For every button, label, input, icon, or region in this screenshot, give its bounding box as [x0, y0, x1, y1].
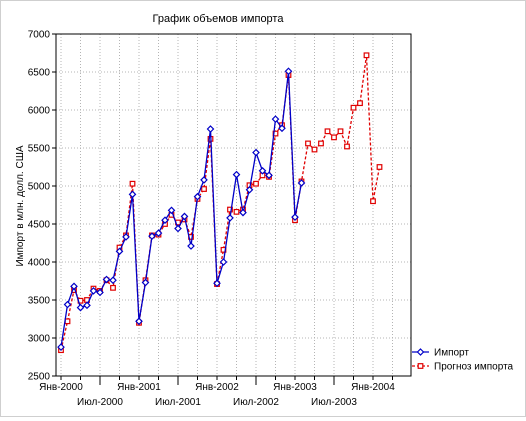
- data-point-forecast: [331, 134, 337, 141]
- legend-label: Прогноз импорта: [434, 362, 514, 373]
- y-tick-label: 6500: [28, 68, 51, 79]
- y-tick-label: 4500: [28, 220, 51, 231]
- legend-label: Импорт: [434, 348, 469, 359]
- y-tick-label: 2500: [28, 372, 51, 383]
- data-point-forecast: [370, 198, 376, 205]
- data-point-import: [297, 179, 306, 187]
- data-point-import: [258, 166, 267, 175]
- data-point-import: [141, 278, 150, 287]
- x-tick-label: Июл-2001: [155, 397, 201, 408]
- data-point-forecast: [64, 318, 71, 325]
- axes: 2500 3000 3500 4000 4500 5000 5500 6000 6500 7000…: [28, 30, 396, 409]
- data-point-forecast: [311, 146, 318, 153]
- data-point-forecast: [253, 180, 259, 187]
- y-tick-label: 5000: [28, 182, 51, 193]
- chart-title: График объемов импорта: [153, 13, 285, 25]
- y-axis-label: Импорт в млн. долл. США: [15, 145, 26, 266]
- data-point-import: [219, 258, 228, 266]
- data-point-import: [187, 242, 195, 250]
- data-point-import: [148, 232, 156, 241]
- data-point-forecast: [201, 186, 207, 192]
- data-point-forecast: [129, 180, 136, 187]
- data-point-import: [245, 185, 254, 194]
- data-point-forecast: [110, 284, 116, 291]
- data-point-import: [63, 300, 72, 309]
- x-tick-label: Июл-2003: [311, 397, 357, 408]
- x-tick-label: Янв-2001: [117, 382, 161, 393]
- data-point-forecast: [233, 208, 240, 215]
- data-point-import: [76, 303, 85, 312]
- data-point-import: [180, 212, 189, 221]
- data-point-import: [109, 276, 117, 285]
- data-point-import: [252, 148, 260, 157]
- x-tick-label: Янв-2002: [195, 382, 239, 393]
- x-tick-label: Янв-2000: [39, 382, 83, 393]
- data-point-import: [83, 301, 91, 310]
- data-point-import: [226, 214, 234, 222]
- data-point-forecast: [227, 206, 233, 213]
- grid-lines: [56, 34, 411, 376]
- series-layer: [57, 52, 383, 354]
- data-point-import: [102, 275, 111, 284]
- data-point-forecast: [344, 143, 350, 150]
- data-point-import: [284, 67, 293, 76]
- data-point-forecast: [324, 128, 331, 135]
- series-line-import: [60, 71, 303, 348]
- data-point-forecast: [376, 164, 383, 170]
- y-tick-label: 6000: [28, 106, 51, 117]
- legend: Импорт Прогноз импорта: [412, 348, 514, 373]
- data-point-import: [135, 317, 143, 326]
- x-tick-label: Июл-2000: [77, 397, 123, 408]
- data-point-forecast: [337, 128, 344, 135]
- data-point-import: [265, 171, 273, 180]
- data-point-forecast: [363, 52, 370, 59]
- x-tick-label: Янв-2003: [273, 382, 317, 393]
- data-point-import: [96, 288, 104, 297]
- data-point-import: [70, 282, 78, 291]
- data-point-import: [128, 190, 137, 199]
- data-point-import: [57, 343, 65, 351]
- legend-marker-square: [417, 363, 424, 369]
- data-point-import: [89, 287, 98, 295]
- data-point-import: [122, 233, 130, 241]
- plot-area: [55, 33, 412, 377]
- x-tick-label: Янв-2004: [351, 382, 395, 393]
- data-point-import: [193, 192, 202, 201]
- y-tick-label: 3500: [28, 296, 51, 307]
- data-point-import: [278, 124, 286, 133]
- data-point-import: [154, 229, 163, 237]
- y-tick-label: 3000: [28, 334, 51, 345]
- y-tick-label: 5500: [28, 144, 51, 155]
- data-point-import: [161, 216, 169, 225]
- data-point-import: [174, 224, 182, 233]
- legend-marker-diamond: [416, 348, 425, 356]
- data-point-import: [239, 208, 247, 217]
- data-point-import: [291, 213, 299, 222]
- y-tick-label: 7000: [28, 30, 51, 41]
- data-point-import: [206, 125, 215, 133]
- series-line-forecast: [60, 55, 381, 351]
- data-point-forecast: [305, 140, 311, 147]
- data-point-import: [271, 115, 280, 123]
- data-point-import: [200, 176, 208, 184]
- data-point-import: [115, 247, 124, 256]
- data-point-import: [167, 206, 176, 215]
- y-tick-label: 4000: [28, 258, 51, 269]
- x-tick-label: Июл-2002: [233, 397, 279, 408]
- data-point-forecast: [357, 100, 363, 107]
- data-point-forecast: [350, 104, 357, 111]
- data-point-forecast: [318, 140, 324, 147]
- data-point-import: [213, 279, 221, 288]
- data-point-import: [232, 170, 241, 179]
